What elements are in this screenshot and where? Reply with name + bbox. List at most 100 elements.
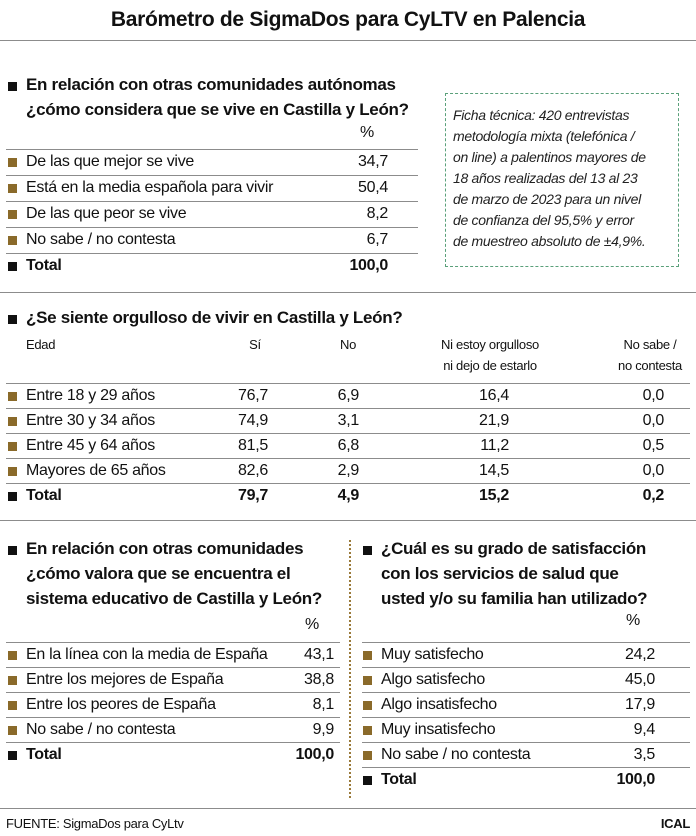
footer-brand: ICAL <box>660 816 690 831</box>
row-bullet <box>8 392 17 401</box>
total-value: 100,0 <box>295 746 334 763</box>
row-divider <box>6 383 690 384</box>
row-value: 34,7 <box>358 153 388 170</box>
row-divider <box>6 201 418 202</box>
row-bullet <box>8 158 17 167</box>
column-header: No sabe / <box>623 337 677 352</box>
unit-header: % <box>305 616 319 633</box>
row-bullet <box>363 701 372 710</box>
row-value: 6,8 <box>337 437 360 454</box>
row-bullet <box>363 676 372 685</box>
technical-note: de muestreo absoluto de ±4,9%. <box>453 233 646 249</box>
row-value: 8,1 <box>312 696 335 713</box>
row-value: 74,9 <box>238 412 268 429</box>
row-value: 0,0 <box>642 412 665 429</box>
total-value: 4,9 <box>337 487 360 504</box>
total-bullet <box>8 492 17 501</box>
row-value: 24,2 <box>625 646 655 663</box>
total-label: Total <box>26 487 62 504</box>
row-divider <box>6 642 340 643</box>
row-label: Algo insatisfecho <box>381 696 497 713</box>
row-divider <box>362 692 690 693</box>
row-divider <box>6 175 418 176</box>
question-bullet <box>8 82 17 91</box>
row-label: Entre 45 y 64 años <box>26 437 155 454</box>
row-value: 0,5 <box>642 437 665 454</box>
section-divider <box>0 520 696 521</box>
row-divider <box>6 667 340 668</box>
total-value: 15,2 <box>479 487 509 504</box>
row-label: Está en la media española para vivir <box>26 179 274 196</box>
row-value: 3,5 <box>633 746 656 763</box>
row-divider <box>362 767 690 768</box>
row-bullet <box>363 651 372 660</box>
column-header: no contesta <box>618 358 682 373</box>
row-label: De las que mejor se vive <box>26 153 194 170</box>
row-label: Entre 30 y 34 años <box>26 412 155 429</box>
row-divider <box>6 433 690 434</box>
column-divider <box>349 540 351 798</box>
column-header: Sí <box>249 337 261 352</box>
row-value: 14,5 <box>479 462 509 479</box>
technical-note: metodología mixta (telefónica / <box>453 128 635 144</box>
total-value: 100,0 <box>349 257 388 274</box>
row-value: 8,2 <box>366 205 389 222</box>
question-bullet <box>8 546 17 555</box>
row-bullet <box>363 726 372 735</box>
total-value: 79,7 <box>238 487 268 504</box>
row-bullet <box>8 184 17 193</box>
row-label: Entre 18 y 29 años <box>26 387 155 404</box>
row-value: 43,1 <box>304 646 334 663</box>
row-label: No sabe / no contesta <box>26 721 176 738</box>
row-label: No sabe / no contesta <box>26 231 176 248</box>
row-divider <box>362 642 690 643</box>
total-label: Total <box>26 257 62 274</box>
row-divider <box>6 227 418 228</box>
row-bullet <box>8 442 17 451</box>
row-bullet <box>8 726 17 735</box>
row-value: 82,6 <box>238 462 268 479</box>
technical-note: on line) a palentinos mayores de <box>453 149 646 165</box>
question: En relación con otras comunidades <box>26 539 304 558</box>
row-value: 17,9 <box>625 696 655 713</box>
column-header: Ni estoy orgulloso <box>441 337 539 352</box>
row-value: 16,4 <box>479 387 509 404</box>
footer-divider <box>0 808 696 809</box>
row-bullet <box>8 210 17 219</box>
column-header: ni dejo de estarlo <box>443 358 537 373</box>
note-box <box>445 93 679 267</box>
row-label: Entre los mejores de España <box>26 671 224 688</box>
row-divider <box>362 667 690 668</box>
row-bullet <box>8 236 17 245</box>
question: En relación con otras comunidades autóno… <box>26 75 396 94</box>
technical-note: 18 años realizadas del 13 al 23 <box>453 170 638 186</box>
row-label: De las que peor se vive <box>26 205 187 222</box>
row-value: 38,8 <box>304 671 334 688</box>
total-value: 0,2 <box>642 487 665 504</box>
page-title: Barómetro de SigmaDos para CyLTV en Pale… <box>110 8 586 31</box>
row-divider <box>362 717 690 718</box>
total-label: Total <box>381 771 417 788</box>
row-label: Muy satisfecho <box>381 646 484 663</box>
question: ¿cómo valora que se encuentra el <box>26 564 291 583</box>
question: usted y/o su familia han utilizado? <box>381 589 648 608</box>
row-label: Algo satisfecho <box>381 671 486 688</box>
row-value: 9,9 <box>312 721 335 738</box>
row-value: 3,1 <box>337 412 360 429</box>
question: ¿Cuál es su grado de satisfacción <box>381 539 647 558</box>
row-bullet <box>8 467 17 476</box>
row-divider <box>6 408 690 409</box>
row-divider <box>362 742 690 743</box>
technical-note: de marzo de 2023 para un nivel <box>453 191 641 207</box>
row-value: 50,4 <box>358 179 388 196</box>
row-bullet <box>8 651 17 660</box>
unit-header: % <box>360 124 374 141</box>
row-value: 6,7 <box>366 231 389 248</box>
total-value: 100,0 <box>616 771 655 788</box>
total-bullet <box>363 776 372 785</box>
column-header: Edad <box>26 337 56 352</box>
unit-header: % <box>626 612 640 629</box>
row-label: Muy insatisfecho <box>381 721 496 738</box>
column-header: No <box>339 337 357 352</box>
